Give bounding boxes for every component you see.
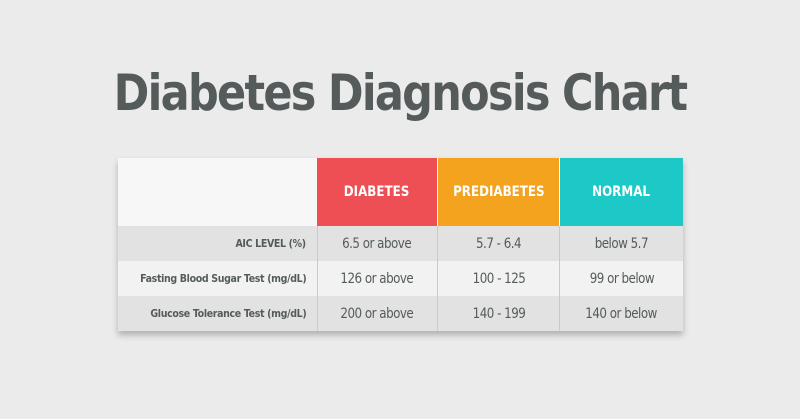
row-label-text: AIC LEVEL (%): [235, 237, 307, 250]
table-row: Glucose Tolerance Test (mg/dL) 200 or ab…: [118, 296, 683, 331]
column-header-normal-label: NORMAL: [592, 184, 651, 200]
row-label-text: Glucose Tolerance Test (mg/dL): [150, 307, 306, 320]
column-header-normal: NORMAL: [560, 158, 683, 233]
column-header-prediabetes: PREDIABETES: [438, 158, 559, 233]
row-label: Glucose Tolerance Test (mg/dL): [118, 296, 306, 331]
cell-prediabetes: 5.7 - 6.4: [438, 226, 559, 261]
row-label: Fasting Blood Sugar Test (mg/dL): [118, 261, 307, 296]
cell-normal-text: 99 or below: [589, 270, 654, 287]
cell-normal-text: below 5.7: [594, 235, 649, 252]
cell-prediabetes: 100 - 125: [438, 261, 559, 296]
column-header-diabetes-label: DIABETES: [344, 184, 410, 200]
cell-prediabetes-text: 140 - 199: [472, 305, 525, 322]
cell-diabetes: 200 or above: [317, 296, 437, 331]
column-divider: [317, 226, 318, 331]
cell-normal: below 5.7: [560, 226, 683, 261]
row-label-text: Fasting Blood Sugar Test (mg/dL): [139, 272, 307, 285]
cell-diabetes: 6.5 or above: [317, 226, 437, 261]
column-header-diabetes: DIABETES: [317, 158, 437, 233]
header-corner: [118, 158, 317, 226]
table-header-row: DIABETES PREDIABETES NORMAL: [118, 158, 683, 233]
chart-title: Diabetes Diagnosis Chart: [113, 64, 688, 122]
column-header-prediabetes-label: PREDIABETES: [452, 184, 545, 200]
cell-diabetes-text: 126 or above: [340, 270, 414, 287]
diagnosis-table: DIABETES PREDIABETES NORMAL AIC LEVEL (%…: [118, 158, 683, 331]
cell-prediabetes-text: 100 - 125: [472, 270, 525, 287]
row-label: AIC LEVEL (%): [118, 226, 307, 261]
table-row: AIC LEVEL (%) 6.5 or above 5.7 - 6.4 bel…: [118, 226, 683, 261]
cell-diabetes-text: 6.5 or above: [342, 235, 412, 252]
cell-normal: 99 or below: [560, 261, 683, 296]
column-divider: [437, 226, 438, 331]
cell-prediabetes-text: 5.7 - 6.4: [475, 235, 522, 252]
cell-normal-text: 140 or below: [585, 305, 658, 322]
table-row: Fasting Blood Sugar Test (mg/dL) 126 or …: [118, 261, 683, 296]
cell-prediabetes: 140 - 199: [438, 296, 559, 331]
cell-normal: 140 or below: [560, 296, 683, 331]
column-divider: [559, 226, 560, 331]
cell-diabetes: 126 or above: [317, 261, 437, 296]
cell-diabetes-text: 200 or above: [340, 305, 414, 322]
